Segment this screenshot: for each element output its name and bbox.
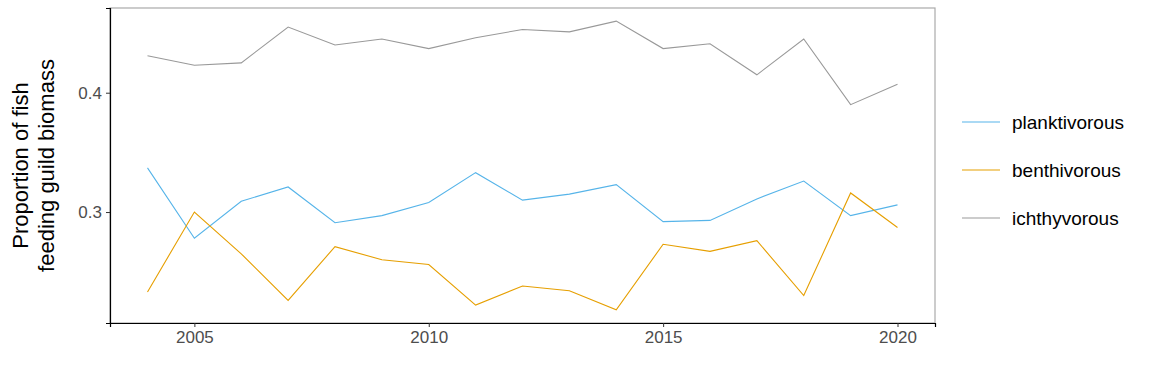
series-line xyxy=(148,168,898,238)
tick: 2010 xyxy=(410,323,448,347)
series-line xyxy=(148,193,898,310)
tick-label: 2010 xyxy=(410,328,448,347)
legend-label: benthivorous xyxy=(1012,160,1121,181)
legend-key xyxy=(962,169,1000,170)
lines xyxy=(148,21,898,310)
legend-key xyxy=(962,217,1000,218)
legend-label: ichthyvorous xyxy=(1012,208,1119,229)
y-axis-title-line: feeding guild biomass xyxy=(34,59,59,272)
tick-mark xyxy=(194,323,195,327)
x-axis: 2005 2010 2015 2020 xyxy=(111,323,936,347)
tick: 2005 xyxy=(176,323,214,347)
tick-label: 2015 xyxy=(645,328,683,347)
tick-label: 2005 xyxy=(176,328,214,347)
legend-key xyxy=(962,121,1000,122)
series-line xyxy=(148,21,898,105)
panel-border xyxy=(110,8,935,323)
tick-mark xyxy=(106,93,110,94)
axis-line xyxy=(106,9,111,324)
tick-mark xyxy=(429,323,430,327)
chart: 2005 2010 2015 2020 0.3 0.4 Proportion of fish… xyxy=(0,0,1151,383)
tick-label: 0.4 xyxy=(78,84,102,103)
tick: 0.3 xyxy=(78,203,110,222)
y-axis-title-line: Proportion of fish xyxy=(8,82,33,248)
y-axis: 0.3 0.4 xyxy=(78,9,110,324)
legend: planktivorous benthivorous ichthyvorous xyxy=(962,112,1124,229)
tick-mark xyxy=(106,212,110,213)
tick: 2020 xyxy=(879,323,917,347)
legend-label: planktivorous xyxy=(1012,112,1124,133)
y-axis-title: Proportion of fishfeeding guild biomass xyxy=(8,59,59,272)
tick-mark xyxy=(663,323,664,327)
tick-mark xyxy=(898,323,899,327)
axis-line xyxy=(111,324,936,328)
tick: 0.4 xyxy=(78,84,110,103)
tick-label: 2020 xyxy=(879,328,917,347)
tick-label: 0.3 xyxy=(78,203,102,222)
tick: 2015 xyxy=(645,323,683,347)
